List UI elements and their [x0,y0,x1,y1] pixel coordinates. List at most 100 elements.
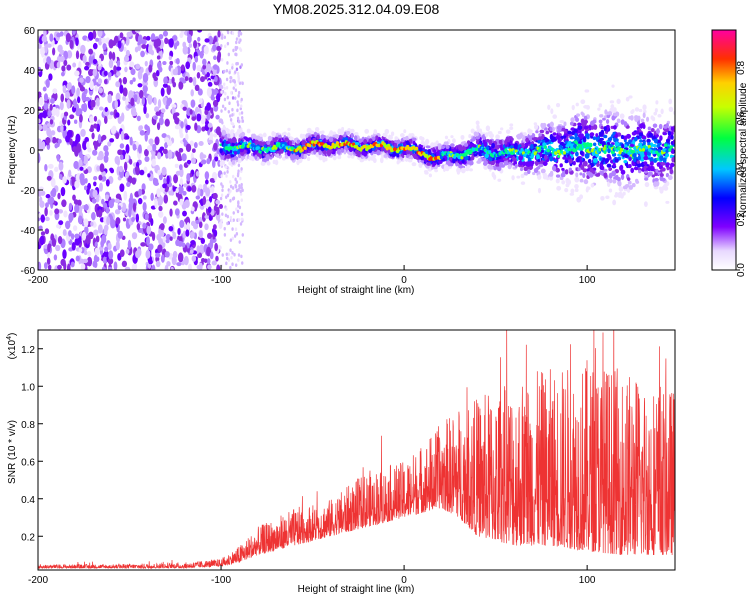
spectrogram-ridge-cell [510,151,514,155]
spectrogram-cell [166,261,171,267]
spectrogram-cell [614,133,618,139]
spectrogram-cell [174,163,179,168]
spectrogram-cell [246,128,251,134]
spectrogram-cell [198,140,204,146]
spectrogram-cell [563,121,567,127]
spectrogram-cell [237,253,241,257]
spectrogram-cell [215,199,221,205]
spectrogram-cell [209,251,214,260]
spectrogram-cell [132,77,136,82]
spectrogram-cell [240,167,243,171]
spectrogram-cell [375,149,381,156]
spectrogram-cell [231,262,234,266]
spectrogram-cell [229,265,232,270]
spectrogram-cell [194,55,199,63]
spectrogram-cell [225,252,228,257]
spectrogram-cell [623,121,628,127]
spectrogram-cell [87,99,92,110]
spectrogram-ridge-cell [303,146,307,150]
spectrogram-cell [178,185,184,195]
spectrogram-cell [92,42,98,50]
spectrogram-cell [643,170,648,174]
spectrogram-cell [574,188,579,193]
spectrogram-cell [78,159,83,167]
spectrogram-cell [40,214,46,223]
spectrogram-cell [538,163,544,168]
spectrogram-cell [146,125,151,136]
spectrogram-cell [38,112,45,118]
spectrogram-cell [223,69,226,74]
y-tick-label: 20 [24,106,36,117]
spectrogram-marks [38,30,675,270]
spectrogram-cell [210,185,215,194]
spectrogram-cell [528,129,533,136]
spectrogram-cell [599,114,604,118]
spectrogram-cell [144,60,148,67]
spectrogram-cell [225,174,228,178]
spectrogram-cell [223,233,227,237]
x-tick-label: -100 [211,275,231,286]
spectrogram-cell [79,86,85,92]
spectrogram-cell [107,71,112,78]
spectrogram-cell [201,212,207,222]
spectrogram-cell [328,136,334,143]
spectrogram-cell [216,264,221,270]
spectrogram-cell [237,90,241,95]
spectrogram-cell [564,169,569,175]
spectrogram-ridge-cell [656,151,660,156]
spectrogram-cell [655,100,659,105]
spectrogram-cell [93,181,97,187]
spectrogram-cell [277,134,282,139]
spectrogram-cell [93,123,98,129]
spectrogram-cell [215,45,222,52]
spectrogram-cell [665,122,669,128]
spectrogram-cell [97,30,103,38]
spectrogram-cell [91,132,95,140]
spectrogram-cell [671,156,675,163]
spectrogram-cell [570,117,575,123]
spectrogram-cell [206,71,210,78]
spectrogram-cell [119,84,124,94]
spectrogram-cell [516,175,521,179]
spectrogram-cell [512,155,516,162]
spectrogram-cell [204,214,210,219]
spectrogram-cell [187,186,192,192]
spectrogram-cell [115,81,121,88]
spectrogram-cell [206,258,211,265]
spectrogram-cell [223,86,226,91]
spectrogram-cell [185,133,189,141]
spectrogram-cell [221,129,227,136]
spectrogram-cell [219,148,223,154]
spectrogram-cell [240,140,244,144]
spectrogram-cell [125,143,130,154]
spectrogram-cell [63,210,68,218]
spectrogram-cell [225,261,228,266]
spectrogram-cell [513,142,518,149]
spectrogram-cell [602,117,606,121]
spectrogram-cell [125,49,130,57]
spectrogram-cell [449,162,454,167]
spectrogram-cell [628,185,634,190]
spectrogram-cell [76,142,82,153]
spectrogram-cell [619,164,624,171]
snr-x-ticks: -200 -100 0 100 [28,565,596,586]
spectrogram-cell [627,180,632,185]
spectrogram-cell [583,179,589,185]
spectrogram-cell [418,162,423,168]
spectrogram-cell [636,160,641,164]
spectrogram-cell [350,132,354,139]
spectrogram-cell [131,264,136,270]
spectrogram-cell [600,166,605,171]
spectrogram-cell [236,100,239,104]
spectrogram-cell [320,134,325,140]
spectrogram-ridge-cell [583,144,587,149]
spectrogram-cell [231,236,234,241]
y-tick-label: 0 [29,146,35,157]
spectrogram-cell [612,125,617,130]
spectrogram-cell [587,158,592,164]
spectrogram-cell [83,250,88,256]
spectrogram-cell [188,43,193,48]
spectrogram-cell [231,137,237,142]
spectrogram-cell [643,161,648,166]
spectrogram-cell [668,98,673,105]
